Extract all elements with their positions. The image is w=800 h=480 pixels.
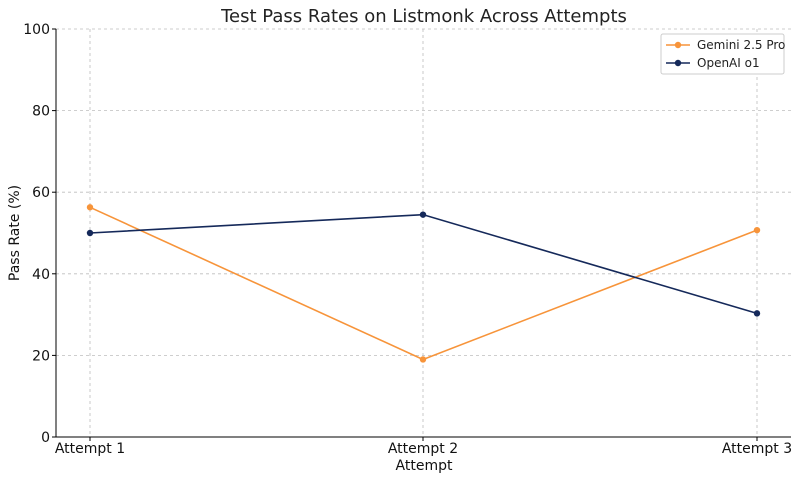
y-tick-label: 100 xyxy=(23,22,50,38)
legend-swatch-marker xyxy=(674,41,682,49)
x-tick-label: Attempt 2 xyxy=(388,441,458,457)
legend-label: Gemini 2.5 Pro xyxy=(697,38,785,52)
legend-box xyxy=(660,33,785,75)
y-axis-label: Pass Rate (%) xyxy=(7,185,23,281)
series-0 xyxy=(86,204,761,363)
y-tick-label: 20 xyxy=(32,348,50,364)
series-1 xyxy=(86,211,761,317)
data-point xyxy=(753,226,761,234)
legend: Gemini 2.5 Pro OpenAI o1 xyxy=(660,33,785,75)
x-tick-label: Attempt 1 xyxy=(55,441,125,457)
x-tick-labels: Attempt 1 Attempt 2 Attempt 3 xyxy=(55,441,792,457)
legend-swatch-marker xyxy=(674,59,682,67)
data-point xyxy=(86,204,94,211)
data-point xyxy=(753,310,761,317)
series-line xyxy=(89,213,758,315)
y-tick-label: 60 xyxy=(32,185,50,201)
data-point xyxy=(419,356,427,363)
y-tick-label: 0 xyxy=(41,430,50,446)
x-tick-label: Attempt 3 xyxy=(722,441,792,457)
data-point xyxy=(419,211,427,218)
legend-label: OpenAI o1 xyxy=(697,56,760,70)
chart-title: Test Pass Rates on Listmonk Across Attem… xyxy=(220,6,627,27)
grid xyxy=(56,28,791,437)
y-tick-label: 40 xyxy=(32,267,50,283)
data-point xyxy=(86,229,94,237)
x-axis-label: Attempt xyxy=(396,458,453,474)
y-tick-label: 80 xyxy=(32,104,50,120)
axes xyxy=(52,28,791,441)
series xyxy=(86,204,761,363)
y-tick-labels: 0 20 40 60 80 100 xyxy=(23,22,50,446)
